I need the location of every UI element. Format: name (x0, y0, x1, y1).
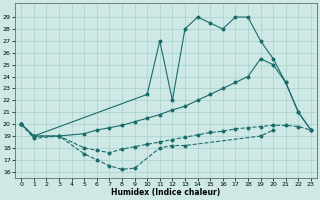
X-axis label: Humidex (Indice chaleur): Humidex (Indice chaleur) (111, 188, 221, 197)
